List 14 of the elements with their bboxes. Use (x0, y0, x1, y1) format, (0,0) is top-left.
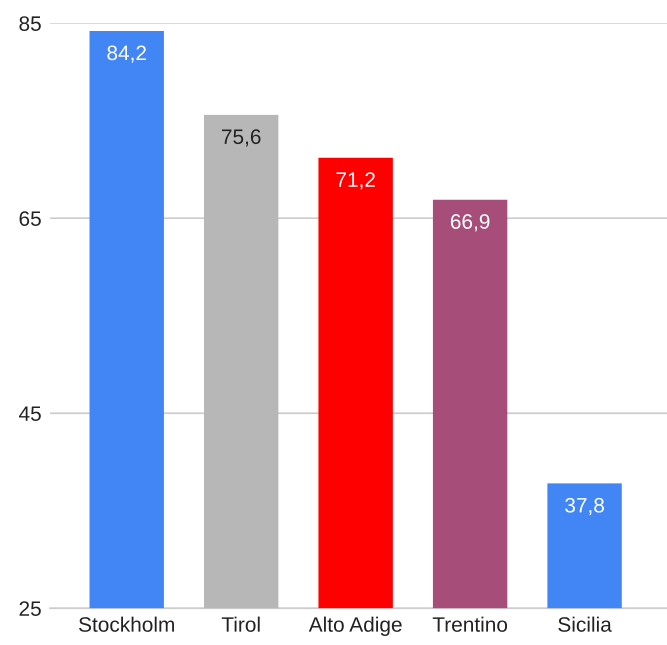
y-tick-label: 85 (19, 16, 41, 31)
y-tick-label: 65 (20, 211, 41, 226)
data-label: 66,9 (450, 214, 490, 232)
x-tick-label: Sicilia (558, 616, 612, 632)
data-label: 75,6 (222, 129, 261, 147)
data-label: 84,2 (107, 45, 146, 63)
x-tick-label: Alto Adige (308, 616, 402, 636)
data-label: 37,8 (565, 498, 604, 516)
x-tick-label: Stockholm (79, 616, 174, 632)
y-tick-label: 45 (19, 406, 41, 421)
y-tick-label: 25 (20, 601, 41, 616)
data-label: 71,2 (336, 172, 375, 190)
x-tick-label: Trentino (432, 616, 508, 632)
x-tick-label: Tirol (222, 616, 260, 632)
